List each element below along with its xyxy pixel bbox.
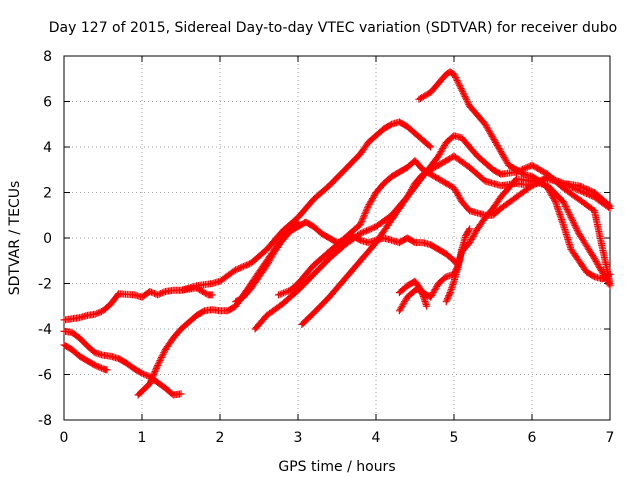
axis-ticks bbox=[63, 55, 611, 421]
grid bbox=[64, 56, 610, 420]
y-tick-label: -4 bbox=[38, 322, 52, 338]
data-point-marks bbox=[60, 341, 111, 374]
data-point-marks bbox=[415, 68, 614, 283]
series-track-7 bbox=[251, 152, 614, 333]
chart-title: Day 127 of 2015, Sidereal Day-to-day VTE… bbox=[49, 20, 617, 36]
x-axis-label: GPS time / hours bbox=[278, 459, 395, 475]
y-tick-label: 8 bbox=[43, 49, 52, 65]
data-marks bbox=[60, 68, 614, 399]
series-track-5 bbox=[177, 118, 435, 294]
y-tick-label: -8 bbox=[38, 413, 52, 429]
y-tick-label: -6 bbox=[38, 368, 52, 384]
series-track-12 bbox=[395, 284, 431, 315]
y-tick-label: 6 bbox=[43, 95, 52, 111]
x-tick-label: 1 bbox=[138, 430, 147, 446]
data-point-marks bbox=[177, 118, 435, 294]
data-point-marks bbox=[395, 284, 431, 315]
series-track-3 bbox=[60, 327, 185, 399]
x-tick-label: 3 bbox=[294, 430, 303, 446]
x-tick-label: 4 bbox=[372, 430, 381, 446]
data-point-marks bbox=[251, 152, 614, 333]
y-tick-label: 0 bbox=[43, 231, 52, 247]
y-tick-labels: -8 -6 -4 -2 0 2 4 6 8 bbox=[38, 49, 52, 429]
x-tick-label: 2 bbox=[216, 430, 225, 446]
series-track-2 bbox=[60, 341, 111, 374]
y-axis-label: SDTVAR / TECUs bbox=[7, 181, 23, 296]
x-tick-label: 5 bbox=[450, 430, 459, 446]
x-tick-label: 6 bbox=[528, 430, 537, 446]
x-tick-labels: 0 1 2 3 4 5 6 7 bbox=[60, 430, 615, 446]
y-tick-label: -2 bbox=[38, 277, 52, 293]
series-track-13 bbox=[442, 225, 474, 306]
x-tick-label: 0 bbox=[60, 430, 69, 446]
data-point-marks bbox=[442, 225, 474, 306]
data-point-marks bbox=[60, 327, 185, 399]
y-tick-label: 4 bbox=[43, 140, 52, 156]
series-track-11 bbox=[415, 68, 614, 283]
x-tick-label: 7 bbox=[606, 430, 615, 446]
y-tick-label: 2 bbox=[43, 186, 52, 202]
